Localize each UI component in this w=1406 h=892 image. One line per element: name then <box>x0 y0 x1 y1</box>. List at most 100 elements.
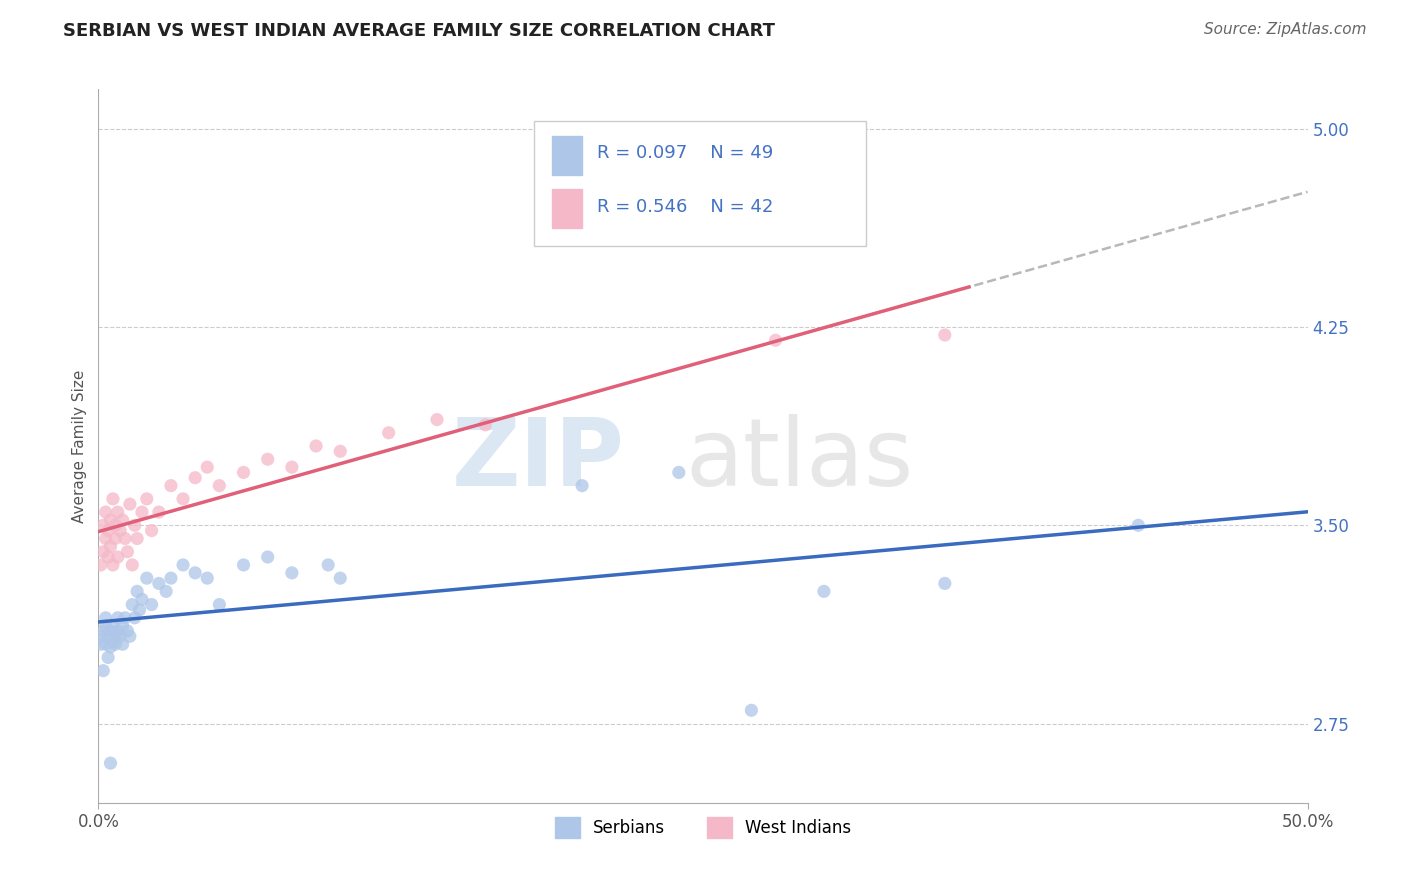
Point <box>101 558 124 572</box>
Point <box>90 637 112 651</box>
Point <box>90 629 112 643</box>
Point <box>97 524 120 538</box>
Point <box>101 491 124 506</box>
Point <box>141 524 163 538</box>
Point <box>305 439 328 453</box>
Point <box>97 629 120 643</box>
Point <box>91 518 114 533</box>
Point <box>97 549 120 564</box>
Point <box>131 592 153 607</box>
Point <box>100 513 122 527</box>
Point <box>90 558 112 572</box>
Point <box>172 491 194 506</box>
Point <box>316 558 339 572</box>
Point <box>101 634 124 648</box>
Point <box>118 629 141 643</box>
Point <box>141 598 163 612</box>
Point <box>94 532 117 546</box>
Point <box>100 640 122 654</box>
Point <box>118 497 141 511</box>
Point <box>108 629 131 643</box>
Point <box>121 598 143 612</box>
Legend: Serbians, West Indians: Serbians, West Indians <box>548 811 858 845</box>
Point <box>127 584 149 599</box>
Point <box>184 471 207 485</box>
Point <box>256 452 278 467</box>
Point <box>121 558 143 572</box>
Point <box>232 466 254 480</box>
Point <box>148 576 170 591</box>
Point <box>474 417 496 432</box>
Point <box>128 603 150 617</box>
Point <box>124 518 146 533</box>
Point <box>148 505 170 519</box>
Point <box>281 566 304 580</box>
Point <box>934 328 956 343</box>
Point <box>195 460 218 475</box>
Point <box>155 584 177 599</box>
Point <box>94 505 117 519</box>
Point <box>160 478 183 492</box>
Text: SERBIAN VS WEST INDIAN AVERAGE FAMILY SIZE CORRELATION CHART: SERBIAN VS WEST INDIAN AVERAGE FAMILY SI… <box>63 22 775 40</box>
Point <box>94 637 117 651</box>
Bar <box>551 189 582 228</box>
Point <box>94 611 117 625</box>
Point <box>100 624 122 638</box>
Point <box>127 532 149 546</box>
Point <box>1128 518 1150 533</box>
Point <box>104 629 127 643</box>
Point <box>329 444 352 458</box>
Point <box>934 576 956 591</box>
Point <box>426 412 449 426</box>
Text: R = 0.097    N = 49: R = 0.097 N = 49 <box>596 145 773 162</box>
Text: atlas: atlas <box>686 414 914 507</box>
Point <box>91 664 114 678</box>
Point <box>111 618 134 632</box>
Bar <box>551 136 582 175</box>
Point <box>91 545 114 559</box>
Text: R = 0.546    N = 42: R = 0.546 N = 42 <box>596 198 773 216</box>
Point <box>97 650 120 665</box>
Point <box>668 466 690 480</box>
Point <box>114 611 136 625</box>
Point <box>114 532 136 546</box>
Point <box>377 425 399 440</box>
Point <box>117 624 139 638</box>
Point <box>117 545 139 559</box>
Point <box>160 571 183 585</box>
Point <box>91 624 114 638</box>
FancyBboxPatch shape <box>534 121 866 246</box>
Point <box>571 478 593 492</box>
Point <box>813 584 835 599</box>
Point <box>740 703 762 717</box>
Point <box>111 637 134 651</box>
Point <box>281 460 304 475</box>
Point <box>101 618 124 632</box>
Point <box>124 611 146 625</box>
Point <box>232 558 254 572</box>
Point <box>208 478 231 492</box>
Point <box>94 618 117 632</box>
Point <box>107 549 129 564</box>
Point <box>104 637 127 651</box>
Point <box>256 549 278 564</box>
Text: ZIP: ZIP <box>451 414 624 507</box>
Point <box>131 505 153 519</box>
Point <box>172 558 194 572</box>
Point <box>100 540 122 554</box>
Point <box>107 611 129 625</box>
Point <box>104 532 127 546</box>
Point <box>111 513 134 527</box>
Point <box>184 566 207 580</box>
Point <box>195 571 218 585</box>
Y-axis label: Average Family Size: Average Family Size <box>72 369 87 523</box>
Point <box>135 491 157 506</box>
Point <box>104 518 127 533</box>
Point <box>107 624 129 638</box>
Point <box>765 333 787 347</box>
Text: Source: ZipAtlas.com: Source: ZipAtlas.com <box>1204 22 1367 37</box>
Point <box>135 571 157 585</box>
Point <box>100 756 122 771</box>
Point <box>107 505 129 519</box>
Point <box>208 598 231 612</box>
